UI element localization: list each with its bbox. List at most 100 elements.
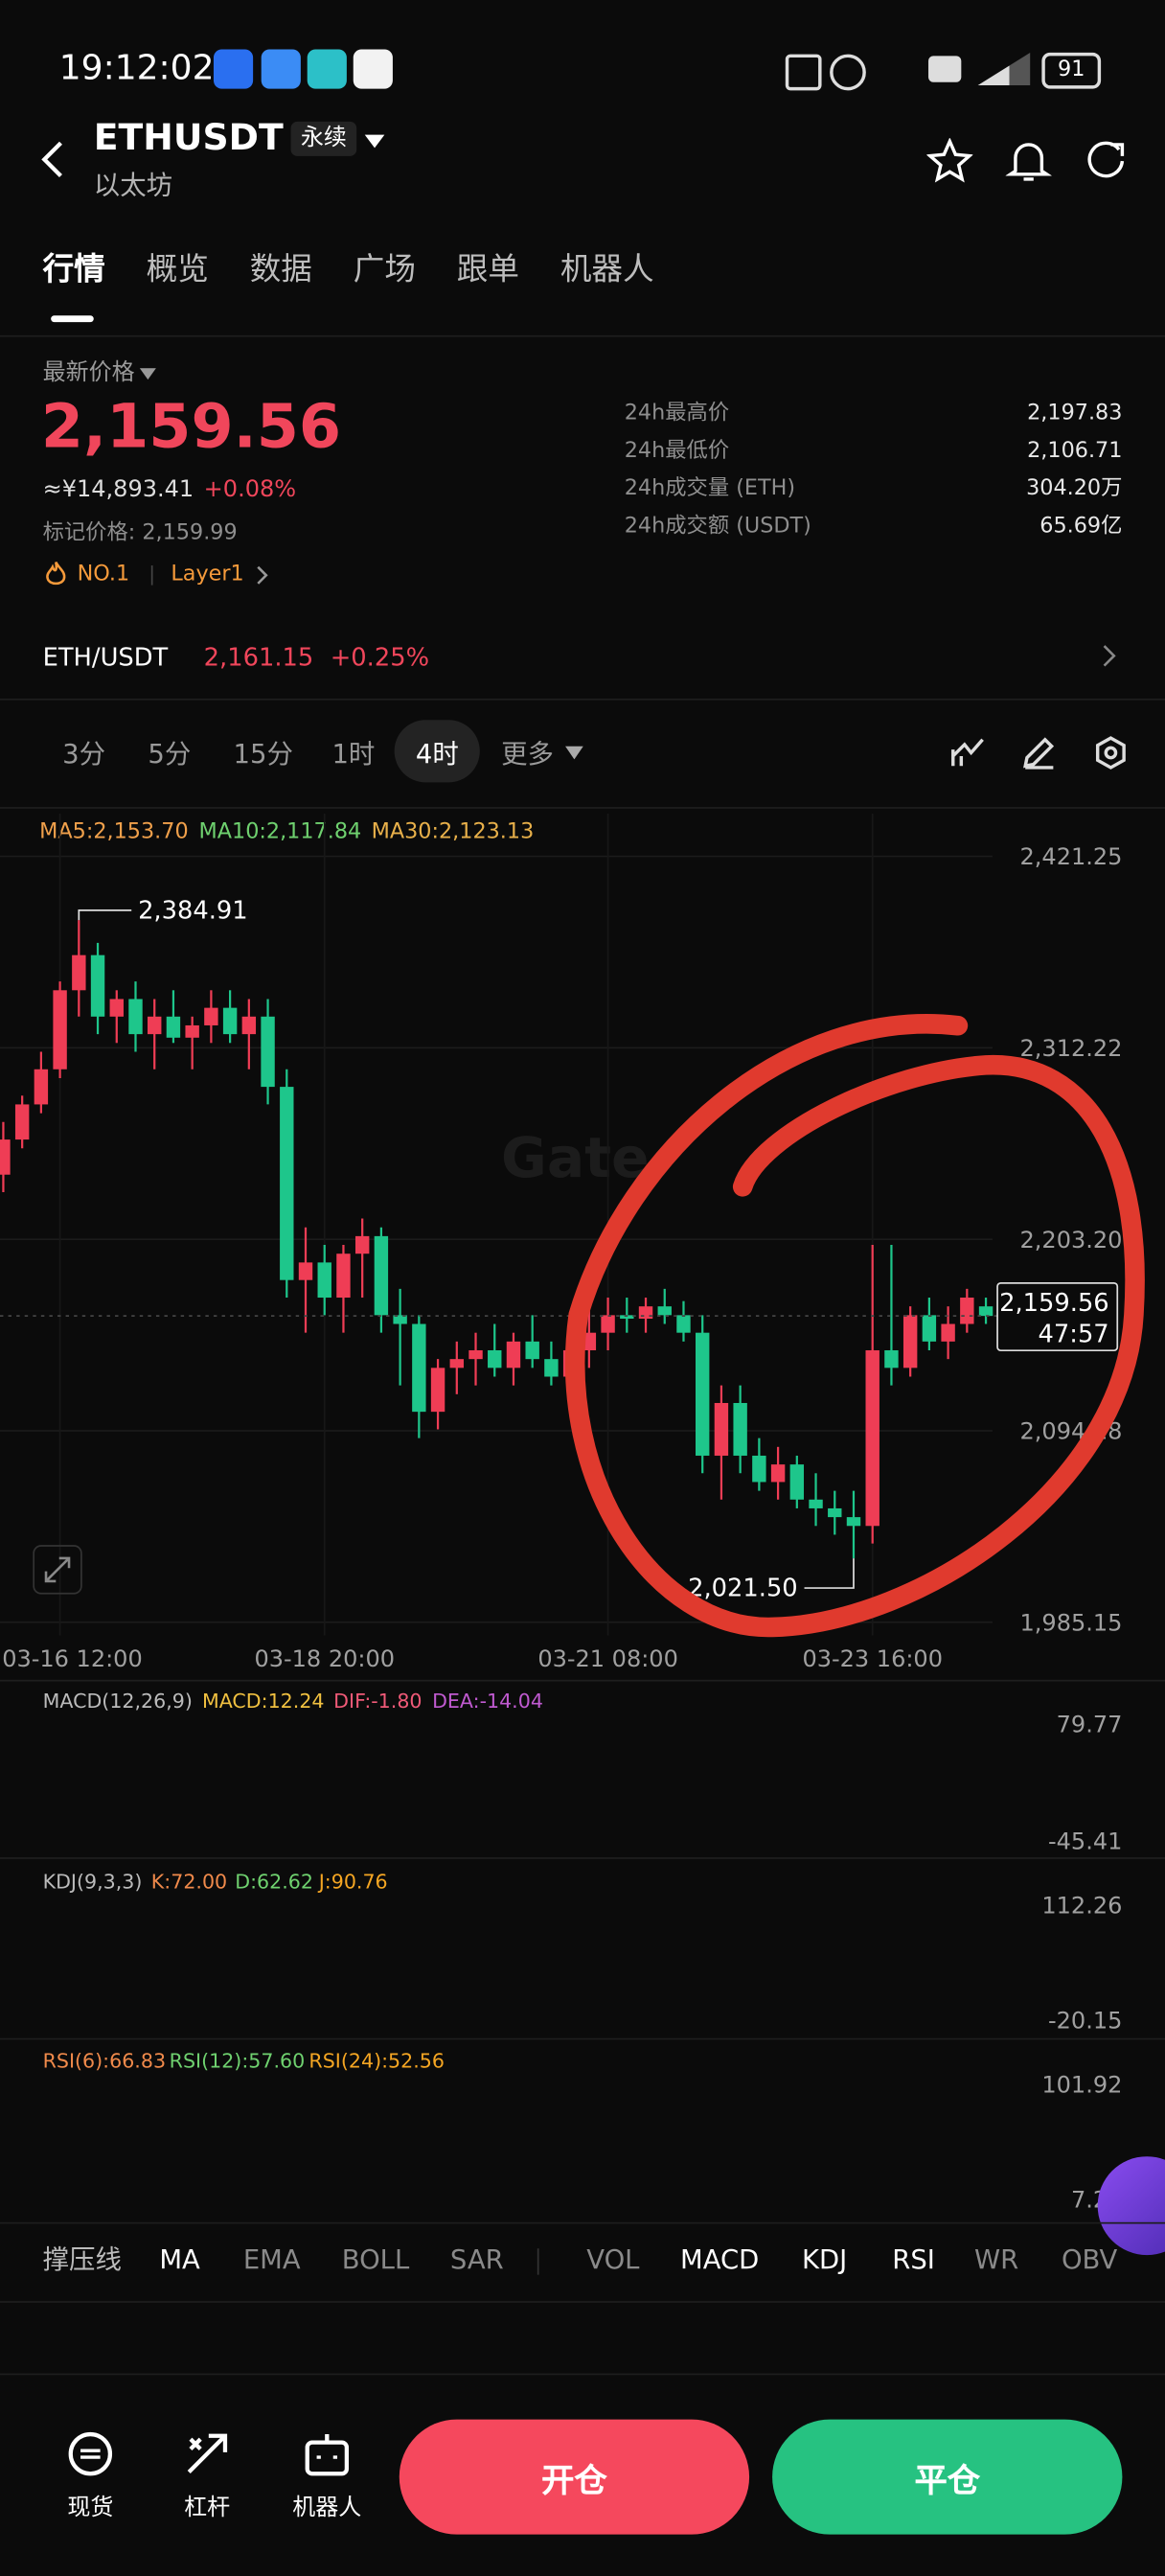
nav-label[interactable]: 机器人: [292, 2495, 362, 2521]
candle-body: [468, 1350, 483, 1360]
price-change: +0.08%: [203, 476, 297, 503]
back-button[interactable]: [36, 138, 69, 181]
tab[interactable]: 概览: [146, 251, 209, 288]
asset-name: 以太坊: [93, 169, 173, 201]
candle-body: [412, 1323, 426, 1413]
candle-body: [72, 954, 86, 991]
price-label[interactable]: 最新价格: [42, 359, 135, 387]
candle-body: [204, 1007, 218, 1025]
candle-body: [280, 1087, 294, 1280]
interval[interactable]: 1时: [331, 738, 376, 770]
candle-body: [714, 1402, 729, 1456]
sector-tag[interactable]: Layer1: [171, 562, 244, 587]
indicator-tab[interactable]: OBV: [1061, 2243, 1118, 2275]
favorite-icon[interactable]: [926, 138, 973, 184]
settings-icon[interactable]: [1093, 735, 1130, 771]
indicator-tab[interactable]: VOL: [586, 2243, 640, 2275]
app-icon: [213, 49, 254, 89]
candle-body: [695, 1332, 710, 1456]
macd-tick: -45.41: [1047, 1828, 1123, 1856]
rsi-legend: RSI(24):52.56: [308, 2049, 445, 2073]
nav-label[interactable]: 杠杆: [184, 2495, 231, 2521]
candle-body: [865, 1350, 879, 1527]
ma-legend: MA10:2,117.84: [198, 819, 362, 845]
open-button[interactable]: 开仓: [399, 2419, 750, 2535]
indicator-icon[interactable]: [949, 736, 986, 769]
expand-icon: [44, 1556, 71, 1583]
draw-icon[interactable]: [1020, 735, 1057, 771]
spot-icon[interactable]: [66, 2429, 115, 2478]
watermark: Gate: [501, 1125, 650, 1190]
dropdown-arrow[interactable]: [363, 133, 386, 150]
tab[interactable]: 行情: [42, 251, 105, 288]
indicator-tab[interactable]: KDJ: [801, 2243, 848, 2275]
flame-icon: [46, 561, 66, 586]
indicator-tab[interactable]: EMA: [242, 2243, 301, 2275]
indicator-tab[interactable]: BOLL: [341, 2243, 410, 2275]
divider: [0, 698, 1165, 701]
divider: [0, 334, 1165, 337]
tab[interactable]: 广场: [353, 251, 416, 288]
share-icon[interactable]: [1083, 138, 1129, 184]
chevron[interactable]: [1103, 644, 1117, 667]
candle-body: [544, 1359, 559, 1377]
candle-body: [374, 1235, 389, 1316]
interval[interactable]: 5分: [148, 738, 192, 770]
candle-body: [846, 1517, 861, 1527]
symbol[interactable]: ETHUSDT: [93, 118, 284, 160]
spot-pair[interactable]: ETH/USDT: [42, 642, 169, 673]
candle-body: [601, 1315, 615, 1333]
interval[interactable]: 15分: [233, 738, 293, 770]
candle-body: [884, 1350, 899, 1368]
candle-body: [922, 1315, 937, 1342]
indicator-tab[interactable]: SAR: [449, 2243, 504, 2275]
kdj-legend: J:90.76: [318, 1870, 388, 1894]
x-tick-label: 03-16 12:00: [2, 1645, 143, 1672]
nav-label[interactable]: 现货: [67, 2495, 114, 2521]
divider: [0, 2301, 1165, 2303]
stat-label: 24h最低价: [624, 438, 730, 464]
fullscreen-button[interactable]: [33, 1545, 82, 1595]
indicator-tab[interactable]: RSI: [892, 2243, 935, 2275]
candle-body: [53, 990, 67, 1070]
y-tick-label: 2,312.22: [1020, 1035, 1123, 1062]
tab[interactable]: 跟单: [456, 251, 519, 288]
tab-indicator: [51, 315, 94, 323]
kdj-tick: -20.15: [1047, 2008, 1123, 2036]
status-time: 19:12:02: [58, 47, 215, 87]
x-tick-label: 03-23 16:00: [802, 1645, 943, 1672]
indicator-tab[interactable]: 撑压线: [42, 2243, 122, 2275]
candle-body: [261, 1016, 275, 1088]
countdown: 47:57: [1039, 1321, 1109, 1349]
robot-icon[interactable]: [303, 2429, 352, 2478]
indicator-tab[interactable]: MACD: [680, 2243, 760, 2275]
alarm-icon: [830, 54, 866, 91]
tab[interactable]: 数据: [249, 251, 312, 288]
tab[interactable]: 机器人: [560, 251, 654, 288]
candle-body: [336, 1254, 351, 1299]
candle-body: [222, 1007, 238, 1035]
interval[interactable]: 4时: [415, 738, 459, 770]
macd-tick: 79.77: [1056, 1713, 1123, 1739]
candle-body: [298, 1262, 313, 1280]
indicator-tab[interactable]: WR: [974, 2243, 1019, 2275]
close-button[interactable]: 平仓: [772, 2419, 1123, 2535]
candle-body: [525, 1341, 539, 1360]
divider: [0, 2221, 1165, 2224]
kdj-tick: 112.26: [1041, 1893, 1123, 1920]
interval[interactable]: 3分: [62, 738, 106, 770]
rank[interactable]: NO.1: [77, 562, 130, 587]
stat-value: 304.20万: [1026, 476, 1123, 502]
candle-body: [185, 1024, 199, 1038]
indicator-tab[interactable]: MA: [159, 2243, 200, 2275]
leverage-icon[interactable]: [182, 2429, 231, 2478]
candle-body: [733, 1402, 747, 1456]
hd-icon: [928, 56, 962, 82]
candle-body: [90, 954, 105, 1017]
rsi-legend: RSI(12):57.60: [169, 2049, 306, 2073]
interval[interactable]: 更多: [501, 738, 555, 770]
alert-icon[interactable]: [1005, 138, 1052, 184]
app-icon: [353, 49, 393, 89]
macd-legend: MACD(12,26,9): [42, 1690, 193, 1714]
last-price-label: 2,159.56: [999, 1289, 1109, 1318]
